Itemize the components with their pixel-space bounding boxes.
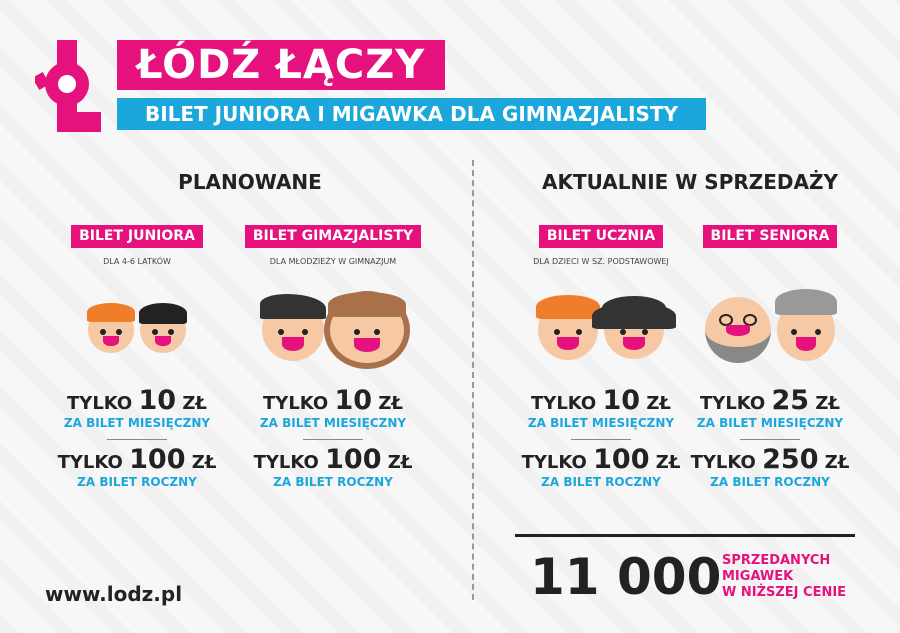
ticket-badge: BILET GIMAZJALISTY — [244, 225, 422, 248]
price-prefix: TYLKO — [57, 452, 123, 473]
monthly-price: 10 — [334, 385, 373, 416]
yearly-label: ZA BILET ROCZNY — [541, 475, 661, 489]
teen-boy-face-icon — [260, 294, 326, 361]
separator — [571, 439, 631, 440]
sold-count: 11 000 — [530, 548, 722, 606]
pupil-boy-face-icon — [536, 295, 600, 360]
monthly-label: ZA BILET MIESIĘCZNY — [63, 416, 211, 430]
yearly-label: ZA BILET ROCZNY — [77, 475, 197, 489]
monthly-price: 10 — [602, 385, 641, 416]
title-banner: ŁÓDŹ ŁĄCZY — [117, 40, 445, 90]
monthly-price: 25 — [771, 385, 810, 416]
currency: ZŁ — [182, 393, 207, 414]
ticket-badge: BILET SENIORA — [702, 225, 838, 248]
monthly-label: ZA BILET MIESIĘCZNY — [527, 416, 675, 430]
faces — [670, 285, 870, 375]
website-link[interactable]: www.lodz.pl — [45, 582, 183, 606]
ticket-ucznia: BILET UCZNIA DLA DZIECI W SZ. PODSTAWOWE… — [501, 225, 701, 489]
ticket-seniora: BILET SENIORA TYLKO 25 ZŁ ZA BILET MIESI… — [670, 225, 870, 489]
separator — [303, 439, 363, 440]
label-line: SPRZEDANYCH — [722, 553, 831, 568]
currency: ZŁ — [191, 452, 217, 473]
price-prefix: TYLKO — [67, 393, 133, 414]
yearly-price: 250 — [762, 444, 819, 475]
separator — [107, 439, 167, 440]
faces — [233, 285, 433, 375]
yearly-price: 100 — [129, 444, 186, 475]
ticket-desc — [670, 257, 870, 269]
price-prefix: TYLKO — [700, 393, 766, 414]
girl-face-icon — [138, 303, 188, 353]
price-prefix: TYLKO — [521, 452, 587, 473]
currency: ZŁ — [646, 393, 671, 414]
yearly-label: ZA BILET ROCZNY — [273, 475, 393, 489]
grandpa-face-icon — [705, 297, 771, 363]
ticket-badge: BILET UCZNIA — [538, 225, 664, 248]
grandma-face-icon — [775, 289, 837, 361]
monthly-label: ZA BILET MIESIĘCZNY — [696, 416, 844, 430]
monthly-label: ZA BILET MIESIĘCZNY — [259, 416, 407, 430]
price-prefix: TYLKO — [531, 393, 597, 414]
stats-rule — [515, 534, 855, 537]
section-planned: PLANOWANE — [178, 170, 322, 194]
currency: ZŁ — [824, 452, 850, 473]
currency: ZŁ — [378, 393, 403, 414]
monthly-price: 10 — [138, 385, 177, 416]
faces — [501, 285, 701, 375]
ticket-desc: DLA DZIECI W SZ. PODSTAWOWEJ — [533, 257, 669, 266]
price-prefix: TYLKO — [263, 393, 329, 414]
currency: ZŁ — [387, 452, 413, 473]
teen-girl-face-icon — [327, 291, 407, 363]
sold-count-label: SPRZEDANYCH MIGAWEK W NIŻSZEJ CENIE — [722, 553, 862, 601]
yearly-price: 100 — [325, 444, 382, 475]
faces — [37, 285, 237, 375]
section-current: AKTUALNIE W SPRZEDAŻY — [542, 170, 838, 194]
currency: ZŁ — [815, 393, 840, 414]
price-prefix: TYLKO — [690, 452, 756, 473]
ticket-desc: DLA 4-6 LATKÓW — [103, 257, 171, 266]
yearly-price: 100 — [593, 444, 650, 475]
lodz-logo-icon — [35, 40, 101, 132]
ticket-badge: BILET JUNIORA — [71, 225, 203, 248]
boy-face-icon — [86, 303, 136, 353]
label-line: W NIŻSZEJ CENIE — [722, 585, 847, 600]
ticket-desc: DLA MŁODZIEŻY W GIMNAZJUM — [269, 257, 397, 266]
subtitle-banner: BILET JUNIORA I MIGAWKA DLA GIMNAZJALIST… — [117, 98, 706, 130]
price-prefix: TYLKO — [253, 452, 319, 473]
separator — [740, 439, 800, 440]
ticket-gimnazjalisty: BILET GIMAZJALISTY DLA MŁODZIEŻY W GIMNA… — [233, 225, 433, 489]
dashed-divider — [472, 160, 474, 600]
pupil-girl-face-icon — [602, 296, 666, 359]
yearly-label: ZA BILET ROCZNY — [710, 475, 830, 489]
currency: ZŁ — [655, 452, 681, 473]
ticket-junior: BILET JUNIORA DLA 4-6 LATKÓW TYLKO 10 ZŁ… — [37, 225, 237, 489]
label-line: MIGAWEK — [722, 569, 794, 584]
